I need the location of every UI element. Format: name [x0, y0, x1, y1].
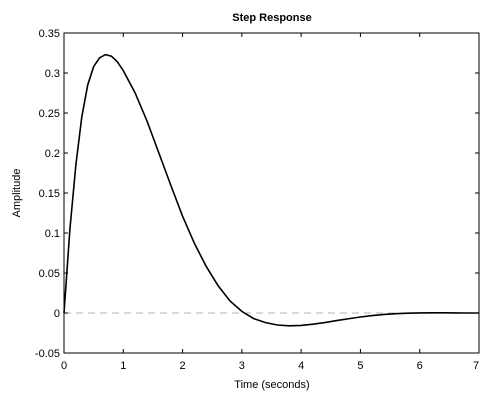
y-tick-label: 0.35	[39, 28, 60, 40]
x-tick-label: 1	[120, 360, 126, 372]
x-tick-label: 2	[180, 360, 186, 372]
y-tick-label: 0.25	[39, 108, 60, 120]
y-tick-label: 0.05	[39, 268, 60, 280]
x-tick-label: 7	[473, 360, 479, 372]
y-axis-label: Amplitude	[11, 169, 23, 218]
x-tick-label: 4	[298, 360, 304, 372]
series-line-step-response	[63, 53, 479, 327]
y-tick-label: 0.2	[45, 148, 60, 160]
x-tick-label: 0	[61, 360, 67, 372]
y-tick-label: 0.3	[45, 68, 60, 80]
x-axis-ticks: 0 1 2 3 4 5 6 7	[61, 33, 480, 372]
x-tick-label: 3	[239, 360, 245, 372]
x-tick-label: 6	[417, 360, 423, 372]
x-axis-label: Time (seconds)	[234, 379, 309, 391]
y-tick-label: 0	[54, 308, 60, 320]
chart-title: Step Response	[232, 12, 311, 24]
y-tick-label: 0.1	[45, 228, 60, 240]
y-tick-label: 0.15	[39, 188, 60, 200]
x-tick-label: 5	[357, 360, 363, 372]
y-axis-ticks: -0.05 0 0.05 0.1 0.15 0.2 0.25 0.3 0.35	[35, 28, 479, 360]
y-tick-label: -0.05	[35, 348, 60, 360]
plot-area	[63, 32, 480, 354]
